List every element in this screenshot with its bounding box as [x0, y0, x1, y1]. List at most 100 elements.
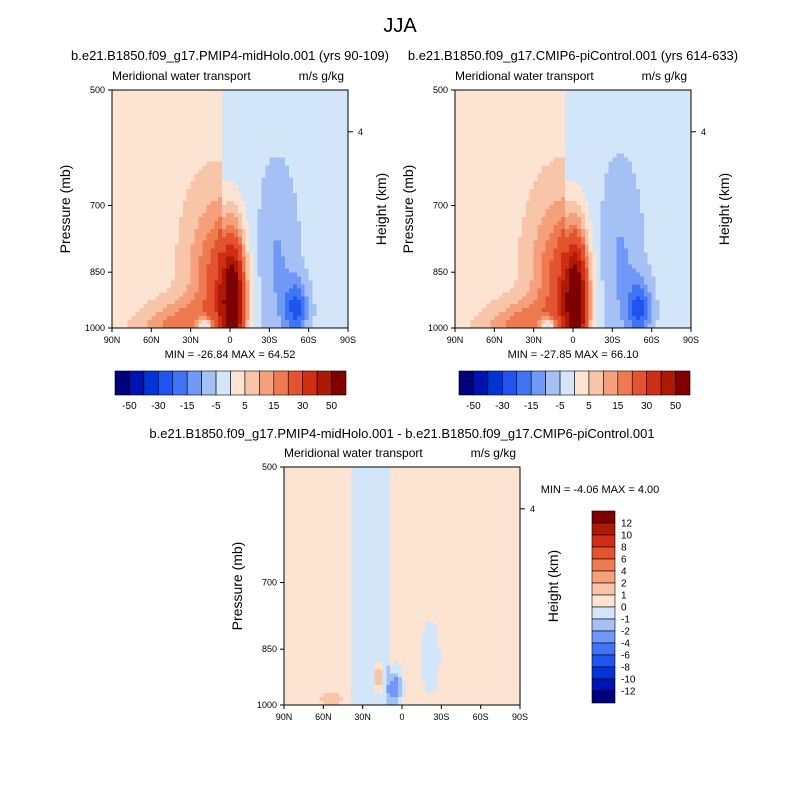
contour-cell [324, 304, 329, 309]
contour-cell [167, 240, 172, 246]
contour-cell [178, 284, 184, 289]
contour-cell [300, 209, 306, 214]
contour-cell [285, 137, 290, 143]
contour-cell [135, 121, 141, 127]
contour-cell [533, 248, 539, 254]
contour-cell [285, 201, 290, 206]
contour-cell [541, 205, 547, 210]
contour-cell [171, 272, 176, 278]
contour-cell [300, 125, 306, 131]
contour-cell [186, 129, 192, 135]
contour-cell [529, 324, 535, 329]
contour-cell [237, 93, 243, 99]
contour-cell [171, 205, 176, 210]
contour-cell [226, 105, 231, 111]
contour-cell [269, 240, 274, 246]
contour-cell [233, 173, 239, 178]
contour-cell [308, 224, 314, 230]
contour-cell [498, 109, 503, 115]
contour-cell [537, 212, 543, 218]
contour-cell [269, 216, 274, 222]
contour-cell [312, 300, 318, 305]
contour-cell [237, 304, 243, 309]
contour-cell [285, 212, 290, 218]
contour-cell [296, 185, 302, 190]
contour-cell [253, 236, 259, 242]
contour-cell [324, 244, 329, 250]
contour-cell [521, 224, 527, 230]
contour-cell [253, 197, 259, 202]
contour-cell [285, 169, 290, 174]
contour-cell [482, 272, 488, 278]
contour-cell [494, 264, 499, 270]
contour-cell [474, 252, 480, 258]
contour-cell [249, 316, 255, 321]
contour-cell [155, 125, 160, 131]
contour-cell [249, 212, 255, 218]
contour-cell [202, 161, 207, 166]
contour-cell [312, 209, 318, 214]
contour-cell [230, 193, 235, 198]
contour-cell [163, 240, 168, 246]
contour-cell [151, 292, 156, 297]
contour-cell [112, 189, 117, 194]
contour-cell [253, 276, 259, 281]
contour-cell [344, 97, 349, 103]
contour-cell [249, 268, 255, 274]
contour-cell [265, 224, 270, 230]
contour-cell [521, 121, 527, 127]
contour-cell [344, 284, 349, 289]
contour-cell [257, 212, 263, 218]
contour-cell [147, 149, 152, 155]
contour-cell [174, 324, 180, 329]
contour-cell [151, 240, 156, 246]
contour-cell [127, 141, 133, 147]
contour-cell [514, 173, 519, 178]
contour-cell [486, 105, 491, 111]
contour-cell [344, 133, 349, 139]
contour-cell [237, 300, 243, 305]
contour-cell [308, 312, 314, 317]
contour-cell [123, 169, 129, 174]
contour-cell [123, 216, 129, 222]
contour-cell [292, 240, 298, 246]
contour-cell [186, 212, 192, 218]
contour-cell [462, 161, 468, 166]
contour-cell [494, 280, 499, 285]
contour-cell [115, 276, 121, 281]
contour-cell [324, 224, 329, 230]
contour-cell [510, 280, 515, 285]
contour-cell [498, 268, 503, 274]
contour-cell [502, 113, 507, 119]
contour-cell [466, 316, 472, 321]
contour-cell [466, 296, 472, 301]
contour-cell [163, 300, 168, 305]
contour-cell [510, 248, 515, 254]
contour-cell [249, 177, 255, 182]
contour-cell [292, 248, 298, 254]
contour-cell [265, 232, 270, 238]
contour-cell [163, 165, 168, 170]
contour-cell [336, 292, 341, 297]
contour-cell [308, 280, 314, 285]
contour-cell [143, 157, 148, 162]
contour-cell [131, 141, 137, 147]
contour-cell [281, 212, 286, 218]
contour-cell [320, 189, 325, 194]
contour-cell [171, 201, 176, 206]
contour-cell [328, 185, 333, 190]
contour-cell [455, 145, 460, 151]
contour-cell [502, 161, 507, 166]
contour-cell [482, 292, 488, 297]
contour-cell [257, 276, 263, 281]
contour-cell [482, 145, 488, 151]
contour-cell [230, 133, 235, 139]
contour-cell [289, 173, 294, 178]
contour-cell [135, 173, 141, 178]
contour-cell [289, 240, 294, 246]
contour-cell [265, 181, 270, 186]
contour-cell [486, 121, 491, 127]
contour-cell [233, 248, 239, 254]
contour-cell [159, 169, 164, 174]
contour-cell [458, 296, 464, 301]
